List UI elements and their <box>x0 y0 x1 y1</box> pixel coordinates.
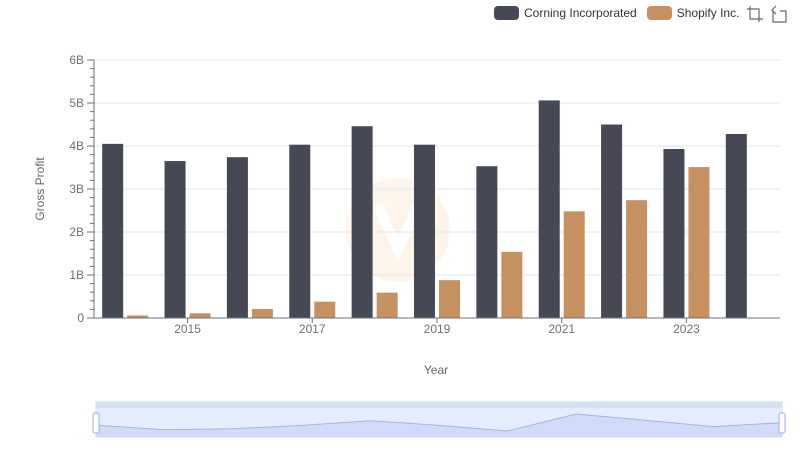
y-axis-title: Gross Profit <box>33 157 47 221</box>
zoom-reset-icon[interactable] <box>770 5 788 23</box>
datazoom-handle-right[interactable] <box>778 412 786 434</box>
bar-corning-2020[interactable] <box>476 166 498 318</box>
datazoom-preview-line <box>95 413 783 432</box>
legend-label-shopify: Shopify Inc. <box>676 6 740 20</box>
toolbox <box>746 5 794 23</box>
bar-shopify-2021[interactable] <box>563 211 585 318</box>
y-tick-label: 0 <box>77 311 84 325</box>
y-tick-label: 4B <box>69 139 84 153</box>
x-tick-label: 2017 <box>299 322 326 336</box>
bar-corning-2014[interactable] <box>102 143 124 318</box>
x-tick-label: 2015 <box>174 322 201 336</box>
bar-shopify-2023[interactable] <box>688 167 710 318</box>
legend-swatch-corning <box>494 6 519 20</box>
legend-label-corning: Corning Incorporated <box>524 6 637 20</box>
bar-corning-2017[interactable] <box>289 144 311 318</box>
bar-corning-2018[interactable] <box>351 126 373 318</box>
legend-item-shopify[interactable]: Shopify Inc. <box>646 6 740 20</box>
x-axis-title: Year <box>424 363 448 377</box>
bar-shopify-2018[interactable] <box>376 292 398 318</box>
y-tick-label: 2B <box>69 225 84 239</box>
legend-swatch-shopify <box>646 6 672 20</box>
bar-corning-2022[interactable] <box>601 124 623 319</box>
x-tick-label: 2019 <box>424 322 451 336</box>
bar-corning-2024[interactable] <box>725 133 747 318</box>
datazoom-track <box>95 401 783 438</box>
bar-corning-2023[interactable] <box>663 149 685 318</box>
x-tick-label: 2021 <box>548 322 575 336</box>
y-tick-label: 3B <box>69 182 84 196</box>
datazoom-handle-left[interactable] <box>92 412 100 434</box>
bar-corning-2021[interactable] <box>538 100 560 318</box>
y-tick-label: 1B <box>69 268 84 282</box>
watermark-logo <box>346 178 450 282</box>
datazoom-preview-area <box>96 414 782 437</box>
bar-shopify-2016[interactable] <box>251 308 273 318</box>
bar-shopify-2017[interactable] <box>314 301 336 318</box>
y-tick-label: 6B <box>69 53 84 67</box>
legend: Corning Incorporated Shopify Inc. <box>494 4 749 22</box>
legend-item-corning[interactable]: Corning Incorporated <box>494 6 637 20</box>
bar-corning-2015[interactable] <box>164 161 186 318</box>
datazoom-top-bar[interactable] <box>96 402 782 408</box>
bar-shopify-2020[interactable] <box>501 251 523 318</box>
bar-shopify-2022[interactable] <box>626 200 648 318</box>
y-tick-label: 5B <box>69 96 84 110</box>
zoom-icon[interactable] <box>746 5 764 23</box>
bar-corning-2016[interactable] <box>226 157 248 318</box>
bar-shopify-2019[interactable] <box>439 280 460 318</box>
bar-corning-2019[interactable] <box>414 144 435 318</box>
bar-shopify-2014[interactable] <box>127 315 149 318</box>
datazoom-slider[interactable] <box>92 401 786 438</box>
x-tick-label: 2023 <box>673 322 700 336</box>
bar-shopify-2015[interactable] <box>189 313 211 318</box>
datazoom-selected-range[interactable] <box>96 408 782 437</box>
